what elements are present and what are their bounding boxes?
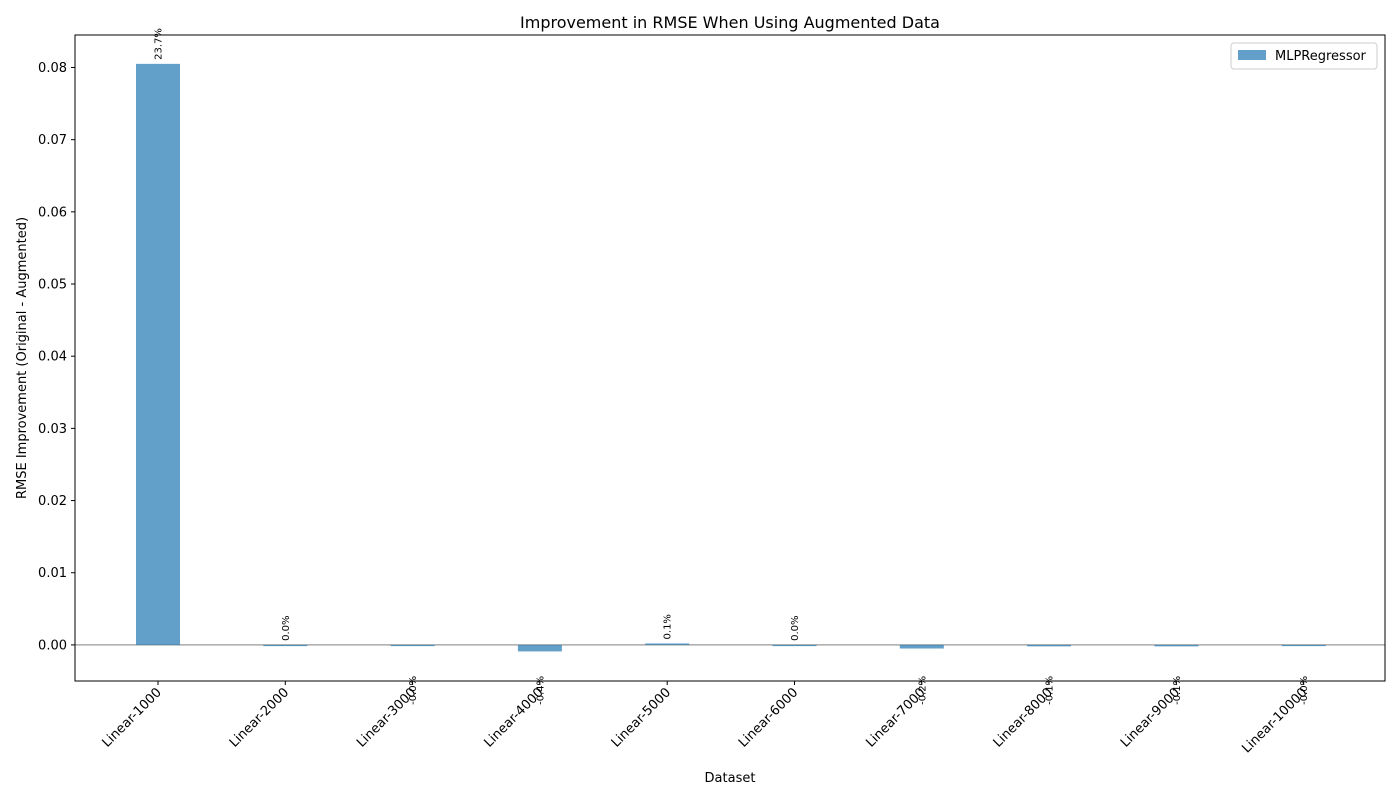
x-tick-label: Linear-6000 (736, 685, 801, 750)
chart-title: Improvement in RMSE When Using Augmented… (520, 13, 940, 32)
bar (772, 644, 817, 647)
data-label: -0.0% (1299, 676, 1310, 705)
data-label: -0.1% (1172, 676, 1183, 705)
y-tick-label: 0.05 (38, 278, 67, 293)
bar (1281, 644, 1326, 647)
x-tick-label: Linear-1000 (100, 685, 165, 750)
y-tick-label: 0.02 (38, 494, 67, 509)
y-tick-label: 0.03 (38, 422, 67, 437)
legend: MLPRegressor (1230, 42, 1378, 70)
legend-box (1230, 42, 1378, 70)
x-axis-title: Dataset (705, 771, 756, 786)
y-tick-label: 0.00 (38, 638, 67, 653)
data-label: 0.1% (663, 614, 674, 639)
plot-frame (74, 34, 1386, 682)
bar (390, 644, 435, 647)
legend-swatch (1238, 50, 1266, 60)
x-tick-label: Linear-2000 (227, 685, 292, 750)
data-label: 0.0% (281, 616, 292, 641)
data-label: 0.0% (790, 616, 801, 641)
y-axis-title: RMSE Improvement (Original - Augmented) (15, 217, 30, 499)
y-tick-label: 0.04 (38, 350, 67, 365)
bar (517, 644, 562, 652)
y-tick-label: 0.06 (38, 205, 67, 220)
data-label: -0.0% (408, 676, 419, 705)
y-tick-label: 0.07 (38, 133, 67, 148)
x-tick-label: Linear-5000 (609, 685, 674, 750)
plot-area: 0.00 0.01 0.02 0.03 0.04 0.05 0.06 0.07 0.08 Line… (38, 28, 1386, 756)
bar (263, 644, 308, 647)
data-label: -0.2% (917, 676, 928, 705)
y-tick-label: 0.08 (38, 61, 67, 76)
legend-label: MLPRegressor (1275, 49, 1367, 64)
data-label: -0.1% (1045, 676, 1056, 705)
data-label: 23.7% (154, 28, 165, 60)
bar (645, 643, 690, 645)
y-tick-label: 0.01 (38, 566, 67, 581)
bar (1154, 644, 1199, 647)
bar (136, 63, 180, 645)
bar (899, 644, 944, 649)
data-label: -0.4% (535, 676, 546, 705)
bar (1027, 644, 1072, 647)
